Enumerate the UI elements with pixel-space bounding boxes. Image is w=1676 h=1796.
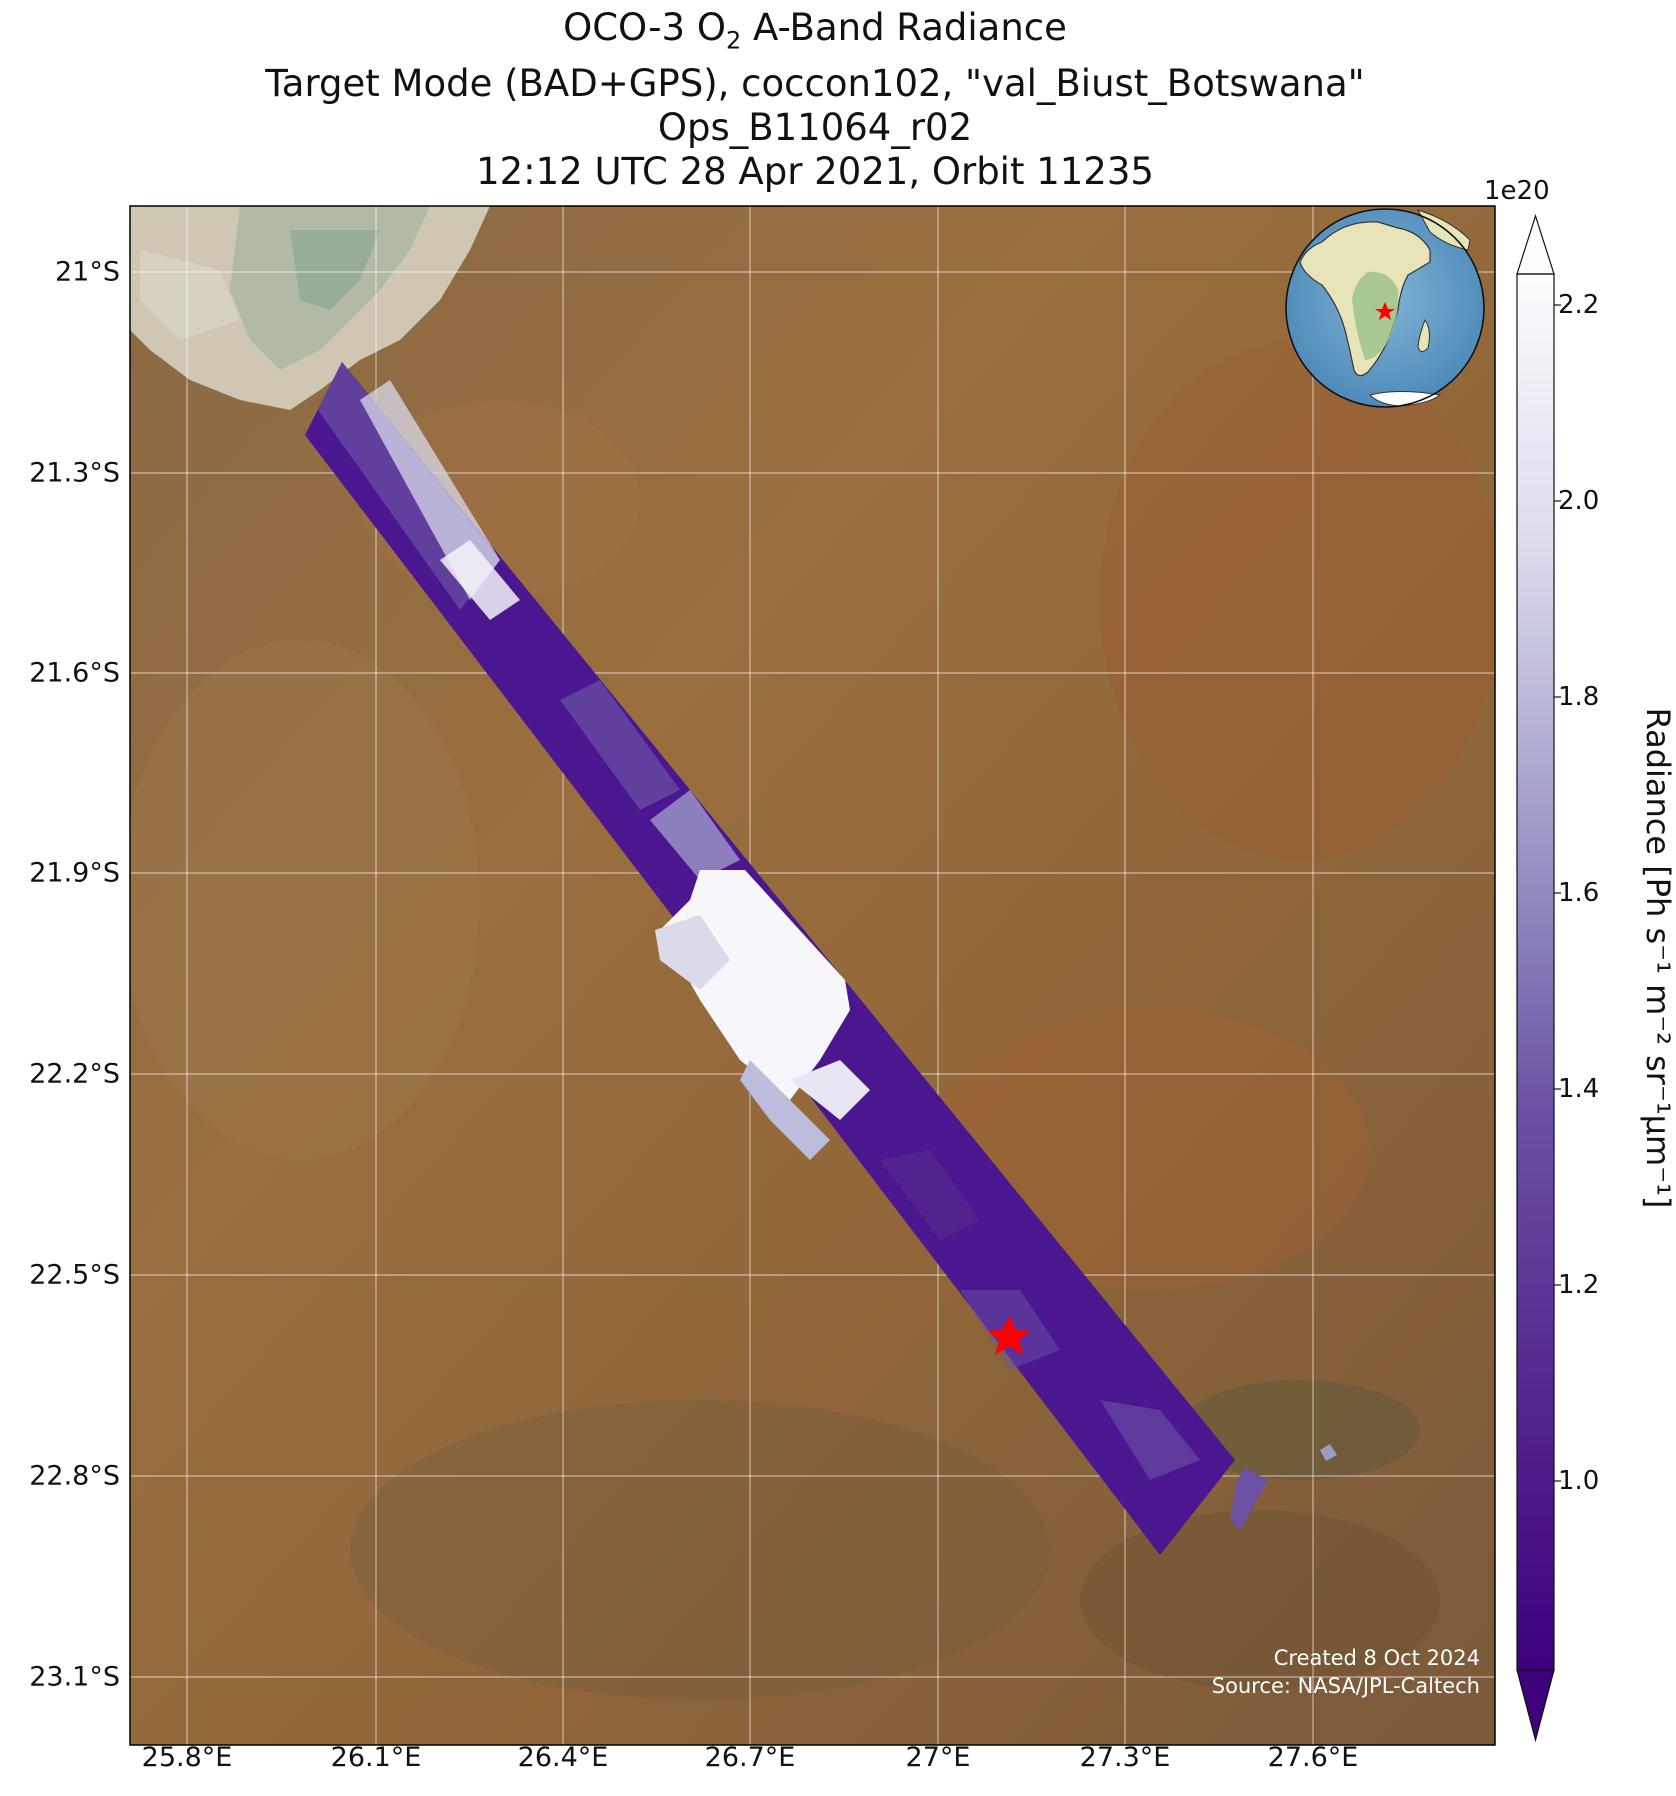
lat-tick: 23.1°S	[29, 1661, 120, 1693]
lat-tick: 21.9°S	[29, 857, 120, 889]
title-line3: Ops_B11064_r02	[657, 106, 973, 150]
radiance-swath	[305, 362, 1337, 1555]
lon-tick: 26.1°E	[330, 1742, 422, 1773]
globe-site-star-icon	[1375, 302, 1395, 320]
lat-tick: 22.5°S	[29, 1259, 120, 1291]
lat-tick: 22.2°S	[29, 1058, 120, 1090]
colorbar-exponent: 1e20	[1484, 176, 1550, 206]
created-credit: Created 8 Oct 2024	[1273, 1646, 1480, 1670]
colorbar	[1516, 214, 1561, 1743]
source-credit: Source: NASA/JPL-Caltech	[1211, 1674, 1480, 1698]
colorbar-tick: 2.0	[1558, 486, 1600, 516]
lon-tick: 25.8°E	[141, 1742, 233, 1773]
chart-title: OCO-3 O2 A-Band Radiance Target Mode (BA…	[130, 6, 1500, 194]
lon-tick: 26.4°E	[517, 1742, 609, 1773]
lon-tick: 26.7°E	[704, 1742, 796, 1773]
basemap	[130, 206, 1495, 1745]
colorbar-tick: 1.6	[1558, 878, 1600, 908]
colorbar-high-extend	[1516, 214, 1555, 275]
lat-tick: 22.8°S	[29, 1460, 120, 1492]
title-line4: 12:12 UTC 28 Apr 2021, Orbit 11235	[476, 150, 1154, 194]
title-line1-suffix: A-Band Radiance	[741, 6, 1067, 49]
colorbar-label: Radiance [Ph s⁻¹ m⁻² sr⁻¹μm⁻¹]	[1639, 707, 1676, 1209]
site-star-icon	[987, 1316, 1031, 1355]
globe-icon	[1285, 208, 1485, 408]
colorbar-tick: 1.0	[1558, 1466, 1600, 1496]
colorbar-tick: 1.2	[1558, 1270, 1600, 1300]
colorbar-low-extend	[1516, 1669, 1555, 1743]
lat-tick: 21°S	[55, 256, 120, 288]
lon-tick: 27.3°E	[1079, 1742, 1171, 1773]
gridlines	[130, 206, 1495, 1745]
title-line2: Target Mode (BAD+GPS), coccon102, "val_B…	[265, 62, 1365, 106]
lon-tick: 27°E	[905, 1742, 971, 1773]
map-frame	[129, 205, 1496, 1746]
colorbar-tick: 2.2	[1558, 290, 1600, 320]
colorbar-tick: 1.8	[1558, 682, 1600, 712]
colorbar-tick: 1.4	[1558, 1074, 1600, 1104]
lat-tick: 21.6°S	[29, 657, 120, 689]
lat-tick: 21.3°S	[29, 457, 120, 489]
lon-tick: 27.6°E	[1267, 1742, 1359, 1773]
title-line1-sub: 2	[725, 26, 742, 55]
title-line1-prefix: OCO-3 O	[563, 6, 726, 49]
